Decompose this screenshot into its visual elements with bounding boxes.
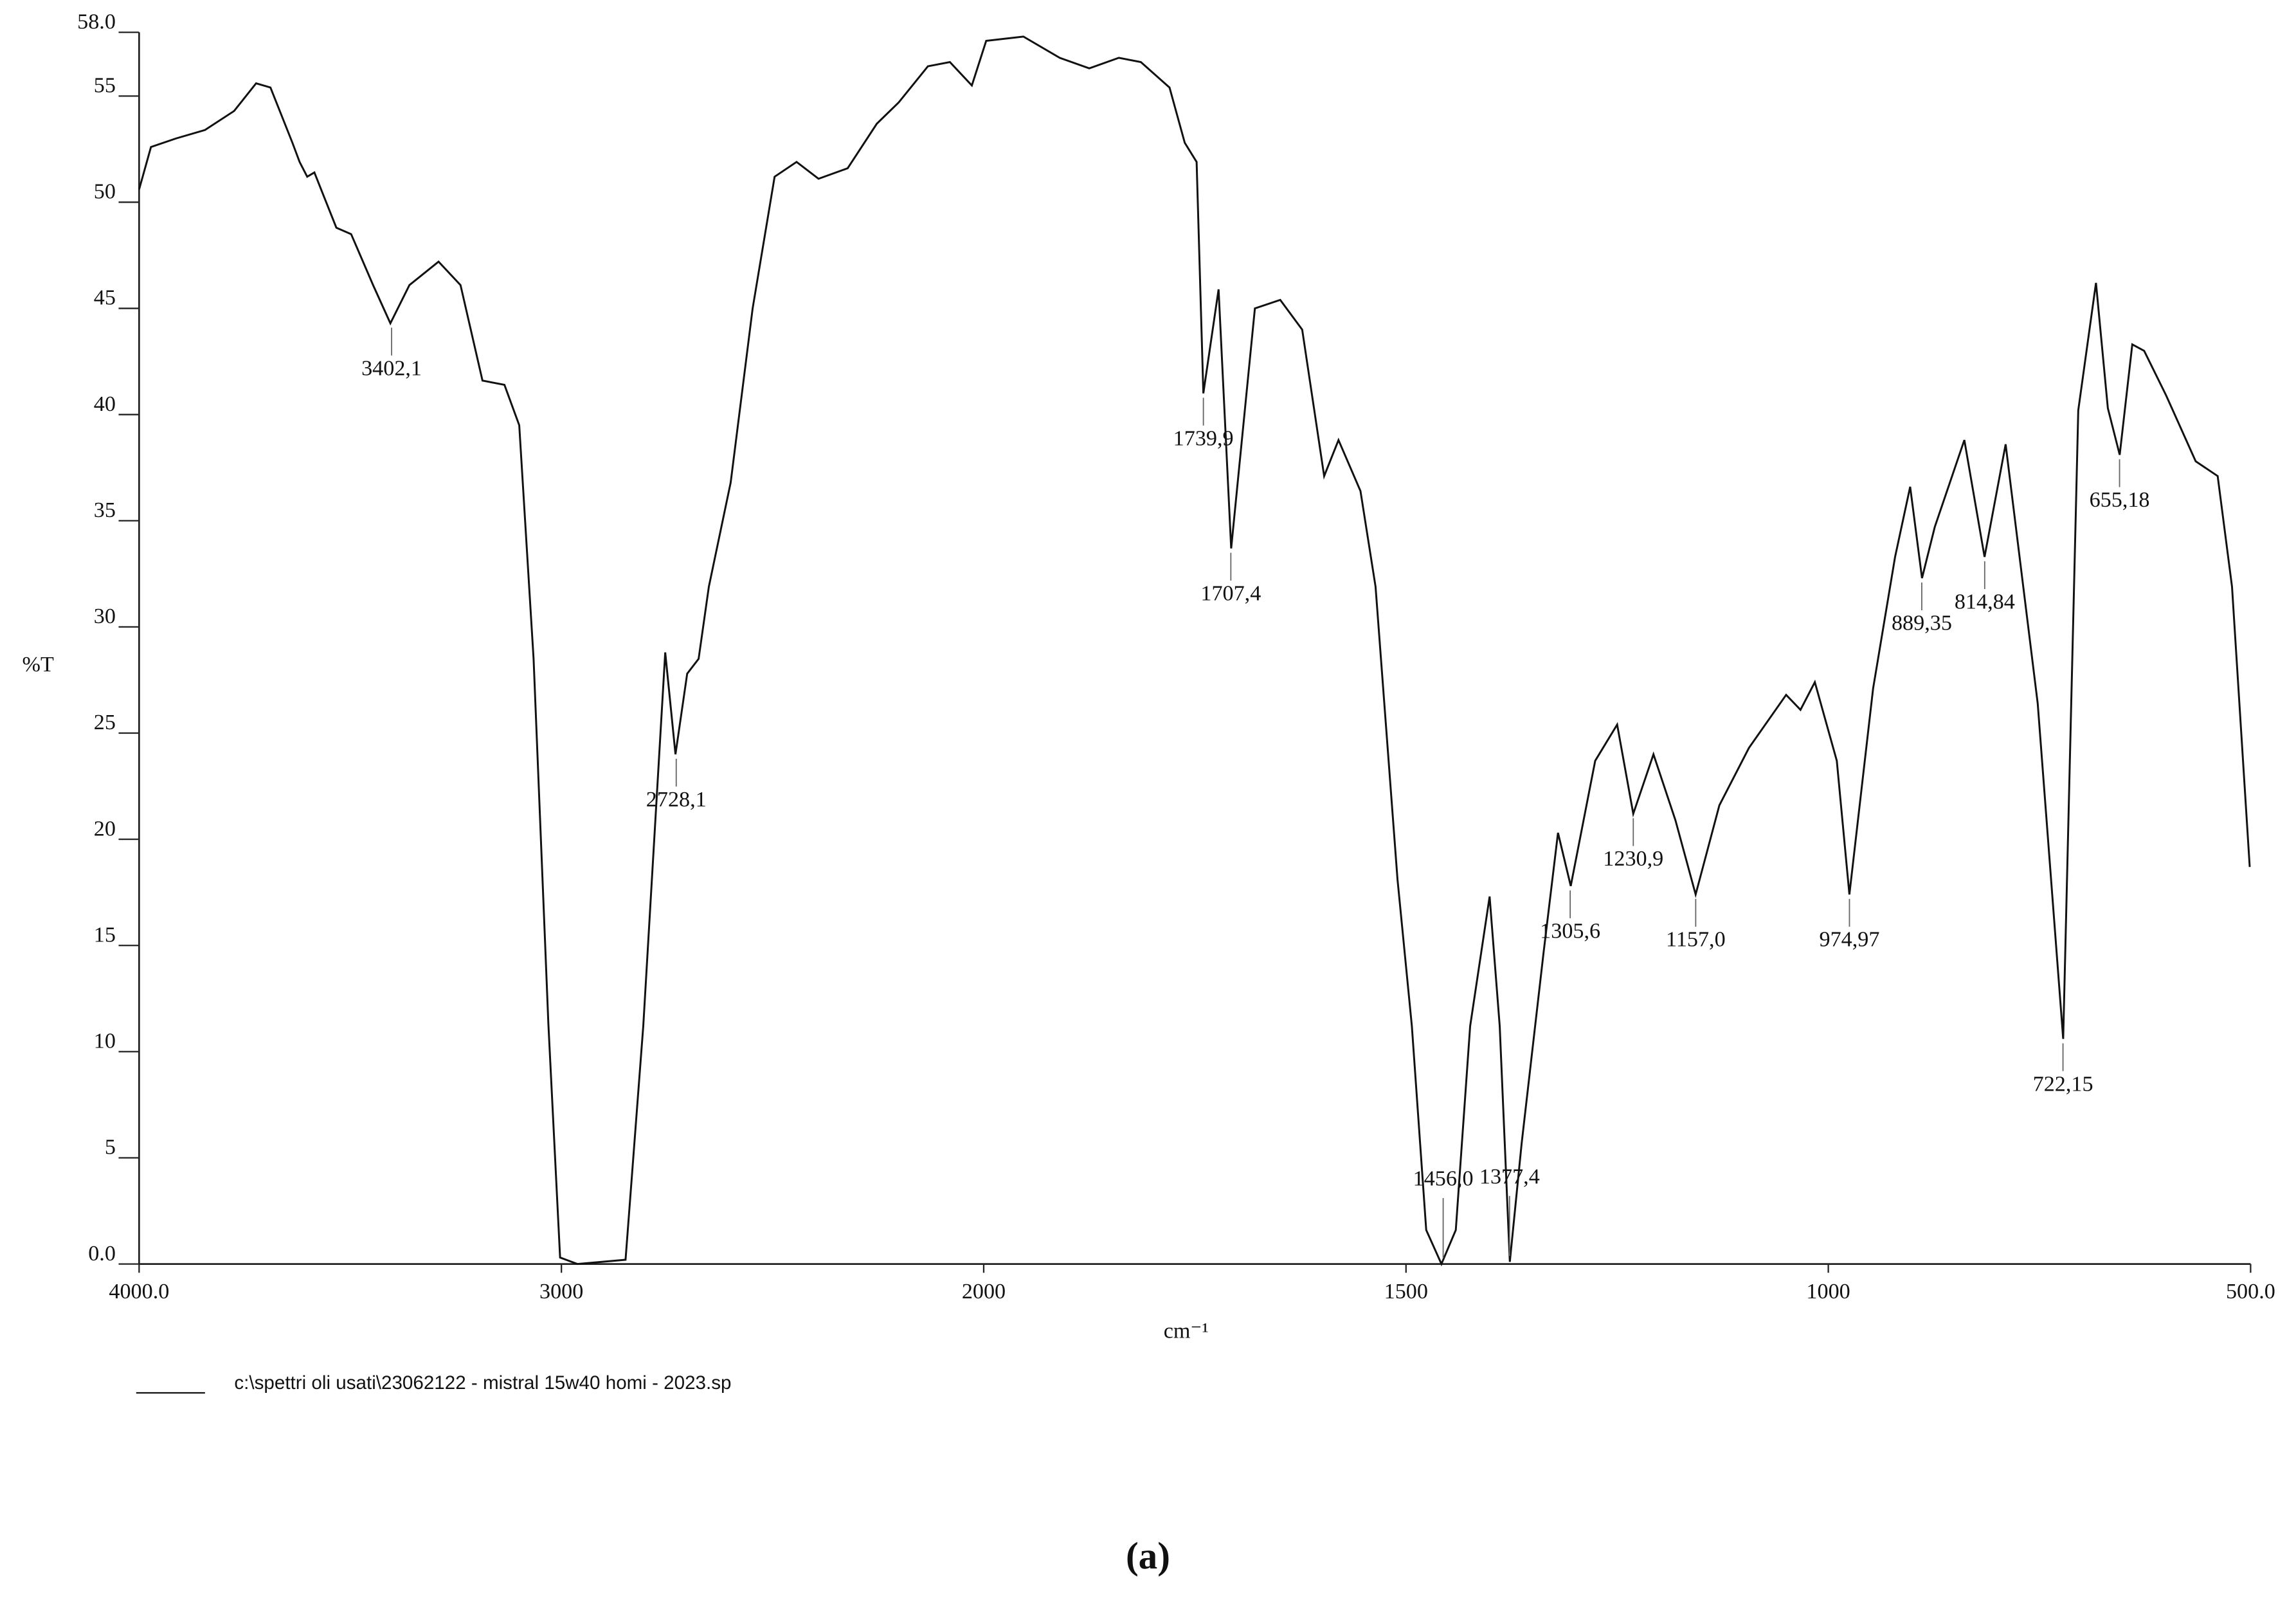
y-tick-label: 0.0 — [88, 1242, 116, 1266]
y-tick-label: 10 — [94, 1030, 116, 1053]
y-tick-label: 5 — [105, 1136, 116, 1159]
peak-label: 1230,9 — [1603, 847, 1663, 871]
y-tick-label: 20 — [94, 817, 116, 840]
x-tick-label: 1000 — [1806, 1280, 1850, 1303]
peak-label: 974,97 — [1820, 928, 1880, 952]
y-tick-label: 58.0 — [77, 10, 116, 33]
y-tick-label: 30 — [94, 604, 116, 628]
x-tick-label: 3000 — [539, 1280, 583, 1303]
peak-label: 655,18 — [2090, 488, 2150, 512]
peak-label: 889,35 — [1892, 612, 1952, 635]
x-tick-label: 500.0 — [2226, 1280, 2275, 1303]
peak-label: 1456,0 — [1413, 1167, 1474, 1191]
y-tick-label: 15 — [94, 923, 116, 947]
legend-label: c:\spettri oli usati\23062122 - mistral … — [234, 1372, 731, 1394]
y-tick-label: 50 — [94, 180, 116, 204]
y-axis-label: %T — [23, 653, 54, 676]
peak-label: 1377,4 — [1479, 1165, 1540, 1188]
y-tick-label: 40 — [94, 392, 116, 416]
x-tick-label: 2000 — [962, 1280, 1006, 1303]
y-tick-label: 55 — [94, 74, 116, 98]
peak-label: 1707,4 — [1200, 581, 1261, 605]
x-tick-label: 1500 — [1384, 1280, 1428, 1303]
x-tick-label: 4000.0 — [109, 1280, 169, 1303]
peak-label: 1739,9 — [1173, 426, 1234, 450]
peak-label: 1305,6 — [1540, 920, 1600, 943]
caption: (a) — [1126, 1534, 1170, 1577]
peak-label: 1157,0 — [1666, 928, 1726, 952]
spectrum-line — [138, 35, 2251, 1267]
y-tick-label: 25 — [94, 711, 116, 734]
y-tick-label: 45 — [94, 286, 116, 310]
peak-label: 3402,1 — [361, 356, 422, 380]
peak-label: 722,15 — [2033, 1072, 2093, 1096]
peak-label: 814,84 — [1955, 590, 2015, 614]
y-tick-label: 35 — [94, 498, 116, 522]
peak-label: 2728,1 — [646, 788, 707, 812]
x-axis-label: cm⁻¹ — [1164, 1319, 1209, 1343]
